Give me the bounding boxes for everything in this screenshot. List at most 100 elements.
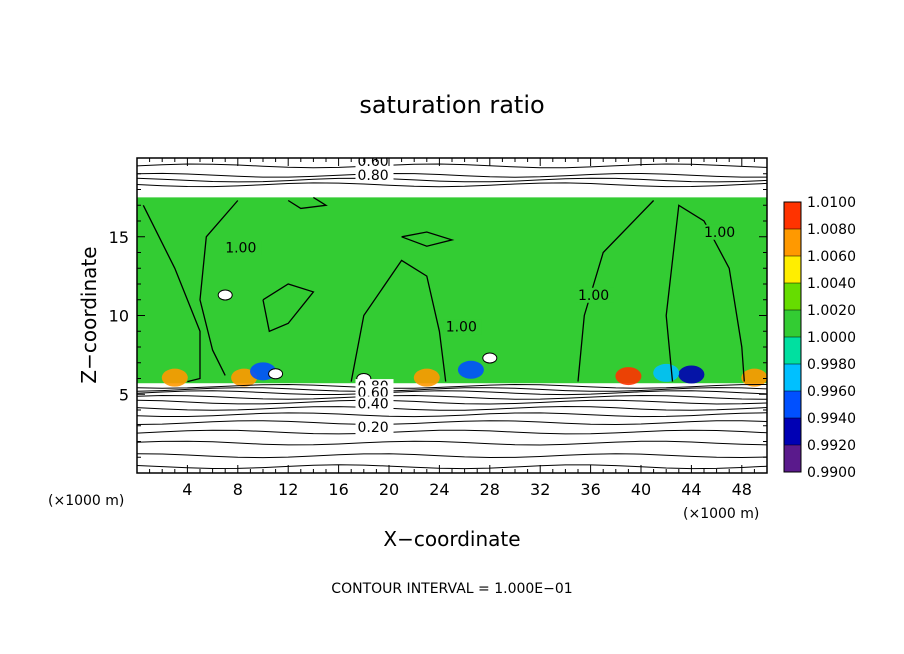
contour-label: 0.20	[358, 420, 389, 436]
contour-line	[137, 394, 767, 400]
x-tick-label: 40	[631, 480, 651, 499]
colorbar: 0.9900 0.9920 0.9940 0.9960 0.9980 1.0000 1.00…	[783, 195, 856, 481]
colorbar-level-label: 0.9960	[807, 384, 856, 400]
contour-line	[137, 399, 767, 405]
hotspot-mark	[615, 367, 642, 386]
contour-line	[137, 429, 767, 435]
colorbar-level-label: 0.9980	[807, 357, 856, 373]
contour-label: 0.40	[358, 396, 389, 412]
hotspot-mark	[741, 368, 767, 387]
contour-line	[137, 172, 767, 178]
x-tick-label: 24	[429, 480, 449, 499]
hotspot-mark	[413, 368, 440, 387]
contour-line	[665, 204, 745, 382]
contour-line	[137, 383, 767, 389]
colorbar-swatch	[784, 364, 801, 391]
x-tick-label: 20	[379, 480, 399, 499]
colorbar-swatch	[784, 418, 801, 445]
x-axis-ticks: 4 8 12 16 20 24 28 32 36 40 44 48	[149, 158, 755, 499]
hotspot-layer	[161, 289, 767, 387]
y-tick-label: 5	[119, 385, 129, 404]
hotspot-mark	[161, 368, 188, 387]
colorbar-level-label: 1.0020	[807, 303, 856, 319]
contour-line	[262, 283, 315, 333]
colorbar-level-label: 1.0000	[807, 330, 856, 346]
y-tick-label: 15	[109, 228, 129, 247]
colorbar-swatch	[784, 391, 801, 418]
contour-line	[287, 196, 328, 210]
colorbar-swatch	[784, 256, 801, 283]
contour-line	[199, 200, 239, 376]
colorbar-level-label: 0.9900	[807, 465, 856, 481]
contour-line	[137, 177, 767, 183]
x-unit-label-left: (×1000 m)	[48, 493, 124, 509]
contour-label: 1.00	[225, 241, 256, 257]
colorbar-level-label: 1.0060	[807, 249, 856, 265]
x-tick-label: 48	[732, 480, 752, 499]
colorbar-level-label: 0.9920	[807, 438, 856, 454]
contour-line	[401, 231, 455, 247]
hotspot-mark	[653, 363, 680, 382]
x-axis-label: X−coordinate	[383, 527, 520, 551]
colorbar-level-label: 0.9940	[807, 411, 856, 427]
colorbar-swatch	[784, 445, 801, 472]
chart-title: saturation ratio	[359, 91, 544, 119]
x-tick-label: 36	[580, 480, 600, 499]
contour-line	[577, 200, 655, 382]
contour-label: 1.00	[446, 319, 477, 335]
contour-line	[137, 163, 767, 169]
contour-label: 0.60	[358, 154, 389, 170]
contour-label-bg	[355, 158, 394, 169]
x-tick-label: 4	[182, 480, 192, 499]
colorbar-level-label: 1.0040	[807, 276, 856, 292]
colorbar-swatch	[784, 202, 801, 229]
colorbar-swatch	[784, 229, 801, 256]
unsaturated-patch	[268, 368, 284, 380]
contour-label-bg	[223, 240, 262, 256]
colorbar-swatch	[784, 337, 801, 364]
saturated-layer-fill	[137, 197, 767, 384]
colorbar-level-label: 1.0100	[807, 195, 856, 211]
contour-line	[137, 405, 767, 411]
contour-label: 1.00	[704, 225, 735, 241]
hotspot-mark	[678, 365, 705, 384]
contour-lines	[137, 163, 767, 470]
contour-label: 1.00	[578, 288, 609, 304]
contour-interval-footer: CONTOUR INTERVAL = 1.000E−01	[331, 581, 572, 597]
x-tick-label: 28	[480, 480, 500, 499]
contour-label-bg	[702, 224, 740, 240]
contour-label: 0.80	[358, 168, 389, 184]
x-tick-label: 16	[328, 480, 348, 499]
contour-label-bg	[355, 396, 394, 412]
contour-label-bg	[355, 420, 394, 436]
contour-line	[142, 205, 201, 383]
contour-labels: 0.600.801.001.001.001.000.800.600.400.20	[223, 154, 740, 436]
contour-label-bg	[576, 287, 614, 303]
contour-line	[137, 182, 767, 188]
contour-label-bg	[443, 319, 482, 335]
contour-line	[137, 420, 767, 426]
contour-line	[137, 387, 767, 392]
hotspot-mark	[457, 360, 484, 379]
colorbar-swatch	[784, 283, 801, 310]
contour-line	[350, 259, 447, 382]
unsaturated-patch	[482, 352, 498, 364]
x-tick-label: 44	[681, 480, 701, 499]
contour-label-bg	[355, 168, 394, 184]
x-tick-label: 12	[278, 480, 298, 499]
contour-line	[137, 390, 767, 396]
contour-line	[137, 412, 767, 418]
y-axis-ticks: 5 10 15	[109, 173, 767, 458]
colorbar-swatch	[784, 310, 801, 337]
plot-area: 0.600.801.001.001.001.000.800.600.400.20	[137, 154, 767, 473]
x-unit-label-right: (×1000 m)	[683, 506, 759, 522]
contour-line	[137, 440, 767, 446]
y-tick-label: 10	[109, 307, 129, 326]
unsaturated-patch	[217, 289, 233, 301]
x-tick-label: 8	[233, 480, 243, 499]
y-axis-label: Z−coordinate	[77, 246, 101, 383]
contour-line	[137, 464, 767, 470]
contour-line	[137, 453, 767, 459]
colorbar-level-label: 1.0080	[807, 222, 856, 238]
